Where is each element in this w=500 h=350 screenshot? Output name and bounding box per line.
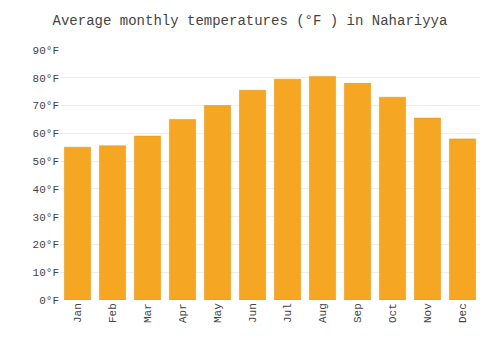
svg-text:70°F: 70°F (33, 100, 59, 112)
svg-text:Sep: Sep (352, 303, 364, 323)
svg-text:40°F: 40°F (33, 184, 59, 196)
svg-text:Apr: Apr (177, 303, 189, 323)
svg-text:60°F: 60°F (33, 128, 59, 140)
svg-text:20°F: 20°F (33, 239, 59, 251)
svg-text:80°F: 80°F (33, 73, 59, 85)
svg-text:0°F: 0°F (39, 295, 59, 307)
svg-text:Average monthly temperatures (: Average monthly temperatures (°F ) in Na… (53, 13, 448, 29)
svg-text:90°F: 90°F (33, 45, 59, 57)
svg-text:10°F: 10°F (33, 267, 59, 279)
svg-text:May: May (212, 303, 224, 323)
svg-text:Oct: Oct (387, 303, 399, 323)
svg-text:Feb: Feb (107, 303, 119, 323)
svg-text:Jun: Jun (247, 303, 259, 323)
svg-text:Mar: Mar (142, 303, 154, 323)
svg-text:Dec: Dec (457, 303, 469, 323)
svg-text:30°F: 30°F (33, 212, 59, 224)
svg-text:Nov: Nov (422, 303, 434, 323)
svg-text:Jul: Jul (282, 303, 294, 323)
svg-text:50°F: 50°F (33, 156, 59, 168)
svg-text:Aug: Aug (317, 303, 329, 323)
svg-text:Jan: Jan (72, 303, 84, 323)
